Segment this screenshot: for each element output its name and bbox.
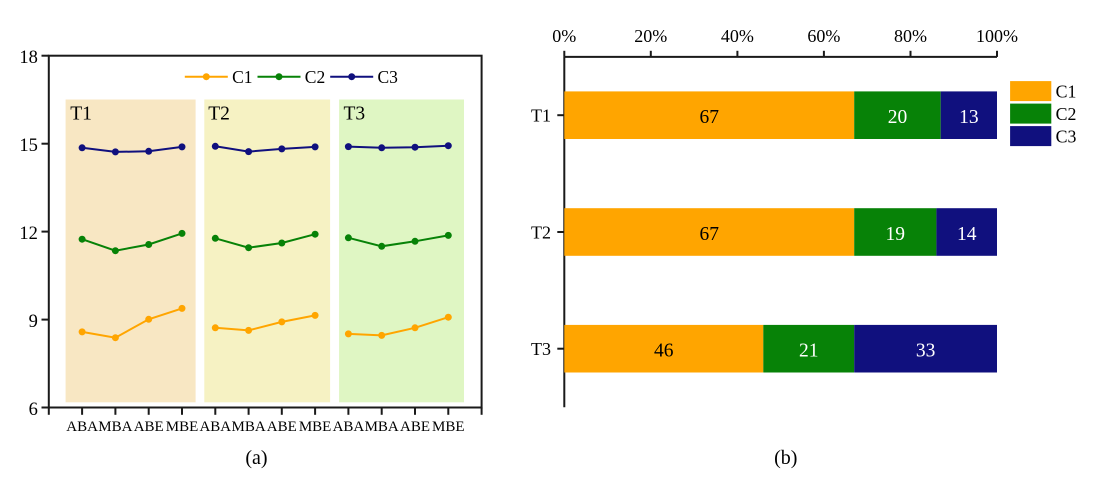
svg-text:C3: C3 xyxy=(378,67,399,87)
svg-text:MBE: MBE xyxy=(432,419,465,435)
svg-text:ABE: ABE xyxy=(400,419,430,435)
svg-text:T1: T1 xyxy=(70,104,92,125)
svg-text:C1: C1 xyxy=(232,67,252,87)
svg-text:ABE: ABE xyxy=(267,419,297,435)
svg-text:18: 18 xyxy=(19,48,38,68)
svg-text:T2: T2 xyxy=(531,222,551,242)
svg-text:15: 15 xyxy=(19,136,38,156)
svg-text:C2: C2 xyxy=(1056,104,1077,124)
svg-text:60%: 60% xyxy=(807,26,840,46)
svg-text:MBA: MBA xyxy=(98,419,132,435)
svg-text:100%: 100% xyxy=(976,26,1018,46)
svg-text:C2: C2 xyxy=(305,67,325,87)
svg-text:20%: 20% xyxy=(634,26,667,46)
svg-text:67: 67 xyxy=(700,107,720,128)
svg-text:MBE: MBE xyxy=(299,419,332,435)
svg-text:14: 14 xyxy=(957,224,977,245)
svg-text:ABE: ABE xyxy=(134,419,164,435)
svg-text:33: 33 xyxy=(916,341,936,362)
svg-text:ABA: ABA xyxy=(199,419,231,435)
svg-text:T2: T2 xyxy=(208,104,230,125)
svg-text:C3: C3 xyxy=(1056,127,1077,147)
svg-text:6: 6 xyxy=(29,400,38,420)
svg-text:21: 21 xyxy=(799,341,819,362)
svg-text:MBA: MBA xyxy=(365,419,399,435)
svg-text:80%: 80% xyxy=(894,26,927,46)
svg-text:20: 20 xyxy=(888,107,908,128)
svg-text:ABA: ABA xyxy=(66,419,98,435)
svg-text:13: 13 xyxy=(959,107,979,128)
svg-text:19: 19 xyxy=(886,224,906,245)
svg-text:MBA: MBA xyxy=(232,419,266,435)
svg-text:T1: T1 xyxy=(531,106,551,126)
svg-text:T3: T3 xyxy=(344,104,366,125)
svg-text:MBE: MBE xyxy=(166,419,199,435)
svg-text:(b): (b) xyxy=(774,447,797,469)
svg-text:67: 67 xyxy=(700,224,720,245)
svg-text:(a): (a) xyxy=(245,447,267,469)
svg-text:12: 12 xyxy=(19,224,38,244)
svg-text:T3: T3 xyxy=(531,339,551,359)
svg-text:9: 9 xyxy=(29,312,38,332)
svg-text:C1: C1 xyxy=(1056,82,1077,102)
svg-text:ABA: ABA xyxy=(333,419,365,435)
svg-text:40%: 40% xyxy=(721,26,754,46)
svg-text:46: 46 xyxy=(654,341,674,362)
svg-text:0%: 0% xyxy=(552,26,576,46)
